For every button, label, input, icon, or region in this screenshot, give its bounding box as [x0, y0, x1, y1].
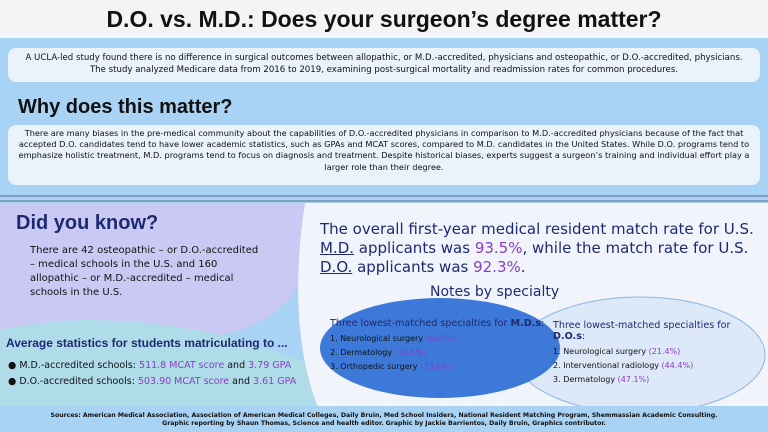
school: M.D.-accredited schools:	[19, 360, 140, 371]
bullet: ●	[8, 376, 20, 387]
text: D.O.	[320, 258, 353, 276]
md-box: Three lowest-matched specialties for M.D…	[330, 318, 548, 374]
rate: (73.1%)	[420, 362, 452, 371]
rate: 93.5%	[474, 239, 523, 257]
heading: Did you know?	[16, 212, 159, 234]
heading: Why does this matter?	[18, 96, 233, 118]
rate: 92.3%	[473, 258, 521, 276]
text: :	[581, 331, 586, 342]
specialty: Neurological surgery	[340, 334, 424, 343]
gpa: 3.79 GPA	[248, 360, 292, 371]
mcat: 503.90 MCAT score	[137, 376, 230, 387]
specialty: Dermatology	[340, 348, 393, 357]
list-item: 2. Dermatology (70.5%)	[330, 346, 548, 360]
bullet: ●	[8, 360, 20, 371]
rate: (21.4%)	[648, 347, 681, 356]
list-item: 3. Dermatology (47.1%)	[553, 373, 763, 387]
title: D.O. vs. M.D.: Does your surgeon’s degre…	[0, 0, 768, 38]
specialty: Dermatology	[563, 375, 616, 384]
list: 1. Neurological surgery (21.4%) 2. Interv…	[553, 345, 763, 387]
number: 3.	[553, 375, 561, 384]
credits: Graphic reporting by Shaun Thomas, Scien…	[162, 420, 606, 427]
text: M.D.	[320, 239, 355, 257]
rate: (44.4%)	[661, 361, 694, 370]
rate: (47.1%)	[617, 375, 650, 384]
intro: A UCLA-led study found there is no diffe…	[8, 48, 760, 82]
text: Three lowest-matched specialties for	[330, 318, 511, 329]
number: 2.	[330, 348, 338, 357]
rate: (68.7%)	[425, 334, 458, 343]
heading: Notes by specialty	[430, 284, 560, 300]
mcat: 511.8 MCAT score	[139, 360, 225, 371]
list-item: 1. Neurological surgery (68.7%)	[330, 332, 548, 346]
text: D.O.s	[553, 331, 582, 342]
gpa: 3.61 GPA	[253, 376, 297, 387]
sources: Sources: American Medical Association, A…	[50, 412, 718, 419]
specialty: Interventional radiology	[563, 361, 659, 370]
number: 1.	[553, 347, 561, 356]
number: 2.	[553, 361, 561, 370]
specialty: Orthopedic surgery	[340, 362, 418, 371]
text: :	[541, 318, 545, 329]
text: , while the match rate for U.S.	[522, 239, 749, 257]
joiner: and	[224, 360, 249, 371]
paragraph: There are 42 osteopathic – or D.O.-accre…	[30, 245, 259, 298]
stat-row: ● M.D.-accredited schools: 511.8 MCAT sc…	[8, 360, 291, 371]
list-item: 3. Orthopedic surgery (73.1%)	[330, 360, 548, 374]
specialty: Neurological surgery	[563, 347, 647, 356]
text: Three lowest-matched specialties for	[553, 320, 731, 331]
footer: Sources: American Medical Association, A…	[0, 412, 768, 428]
paragraph: There are many biases in the pre-medical…	[8, 125, 760, 185]
number: 1.	[330, 334, 338, 343]
list: 1. Neurological surgery (68.7%) 2. Dermat…	[330, 332, 548, 374]
do-box: Three lowest-matched specialties for D.O…	[553, 320, 763, 387]
text: M.D.s	[510, 318, 542, 329]
match-rate: The overall first-year medical resident …	[320, 220, 760, 277]
joiner: and	[229, 376, 254, 387]
text: The overall first-year medical resident …	[320, 220, 754, 238]
box-heading: Three lowest-matched specialties for M.D…	[330, 318, 548, 329]
text: applicants was	[354, 239, 475, 257]
list-item: 1. Neurological surgery (21.4%)	[553, 345, 763, 359]
text: applicants was	[352, 258, 474, 276]
stat-row: ● D.O.-accredited schools: 503.90 MCAT s…	[8, 376, 296, 387]
rate: (70.5%)	[394, 348, 427, 357]
box-heading: Three lowest-matched specialties for D.O…	[553, 320, 763, 342]
text: .	[520, 258, 526, 276]
list-item: 2. Interventional radiology (44.4%)	[553, 359, 763, 373]
heading: Average statistics for students matricul…	[6, 336, 288, 350]
number: 3.	[330, 362, 338, 371]
school: D.O.-accredited schools:	[19, 376, 138, 387]
